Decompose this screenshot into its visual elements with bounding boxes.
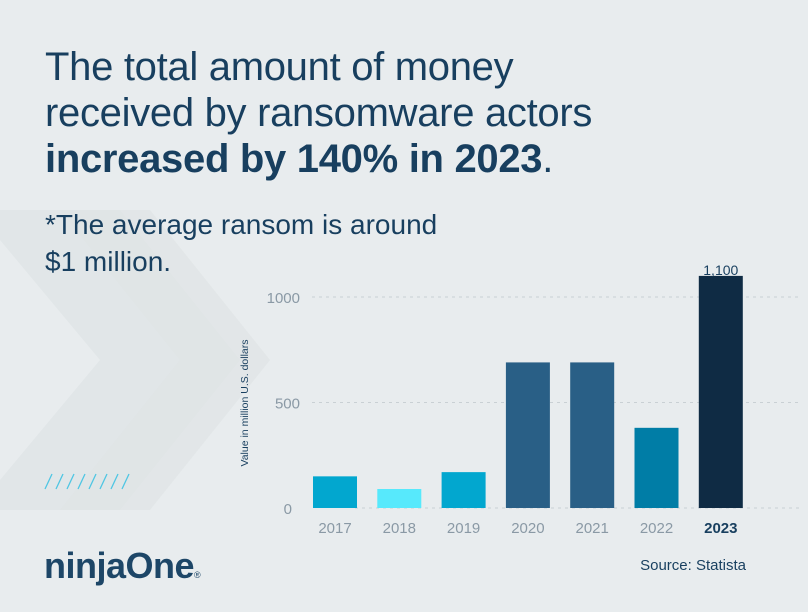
bar-2018 bbox=[377, 489, 422, 508]
x-tick-label: 2023 bbox=[704, 520, 737, 537]
bar-2021 bbox=[570, 362, 615, 508]
bar-2023 bbox=[698, 275, 743, 508]
x-tick-label: 2022 bbox=[640, 520, 673, 537]
average-ransom-note: *The average ransom is around $1 million… bbox=[45, 209, 438, 277]
x-tick-label: 2019 bbox=[447, 520, 480, 537]
x-tick-label: 2020 bbox=[511, 520, 544, 537]
y-axis-label: Value in million U.S. dollars bbox=[239, 339, 251, 466]
headline-line-1: The total amount of money bbox=[45, 45, 514, 89]
y-tick-label: 0 bbox=[284, 501, 292, 518]
registered-mark: ® bbox=[194, 570, 201, 580]
y-tick-label: 500 bbox=[275, 396, 300, 413]
headline: The total amount of money received by ra… bbox=[45, 44, 592, 182]
headline-line-2: received by ransomware actors bbox=[45, 91, 593, 135]
bar-2022 bbox=[634, 427, 679, 508]
data-label-2023: 1,100 bbox=[703, 262, 738, 278]
headline-period: . bbox=[542, 137, 554, 181]
source-label: Source: Statista bbox=[640, 557, 746, 574]
bar-2017 bbox=[313, 476, 357, 508]
bar-2019 bbox=[441, 472, 486, 508]
x-tick-label: 2017 bbox=[318, 520, 351, 537]
headline-highlight: increased by 140% in 2023 bbox=[45, 137, 543, 181]
logo-text: ninjaOne bbox=[44, 545, 195, 586]
ninjaone-logo: ninjaOne® bbox=[44, 545, 201, 587]
bar-2020 bbox=[505, 362, 550, 508]
decorative-stripes bbox=[44, 473, 130, 490]
y-tick-label: 1000 bbox=[267, 290, 300, 307]
x-tick-label: 2018 bbox=[383, 520, 416, 537]
x-tick-label: 2021 bbox=[576, 520, 609, 537]
